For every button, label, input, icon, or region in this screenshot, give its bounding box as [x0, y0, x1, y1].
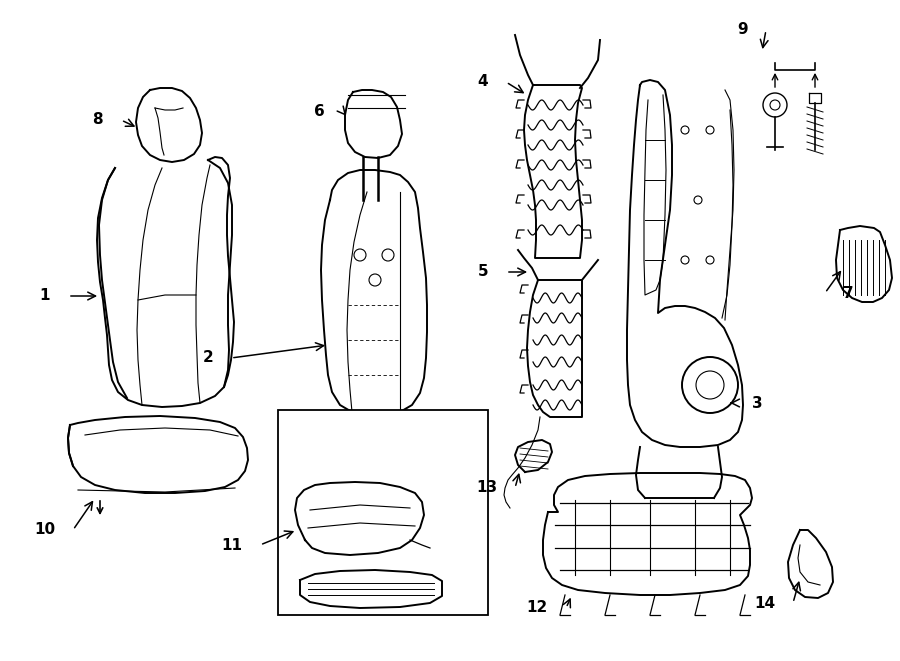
Text: 12: 12 [526, 600, 548, 615]
Text: 7: 7 [843, 286, 853, 301]
Text: 11: 11 [221, 537, 242, 553]
Text: 3: 3 [752, 395, 762, 410]
Text: 9: 9 [737, 22, 748, 38]
Text: 1: 1 [40, 288, 50, 303]
Text: 10: 10 [34, 522, 55, 537]
Text: 8: 8 [93, 112, 103, 128]
Text: 13: 13 [476, 481, 497, 496]
Text: 14: 14 [754, 596, 775, 611]
Bar [278, 410, 488, 615]
Text: 2: 2 [202, 350, 213, 366]
Text: 6: 6 [314, 104, 325, 120]
Text: 4: 4 [477, 75, 488, 89]
Text: 5: 5 [477, 264, 488, 280]
